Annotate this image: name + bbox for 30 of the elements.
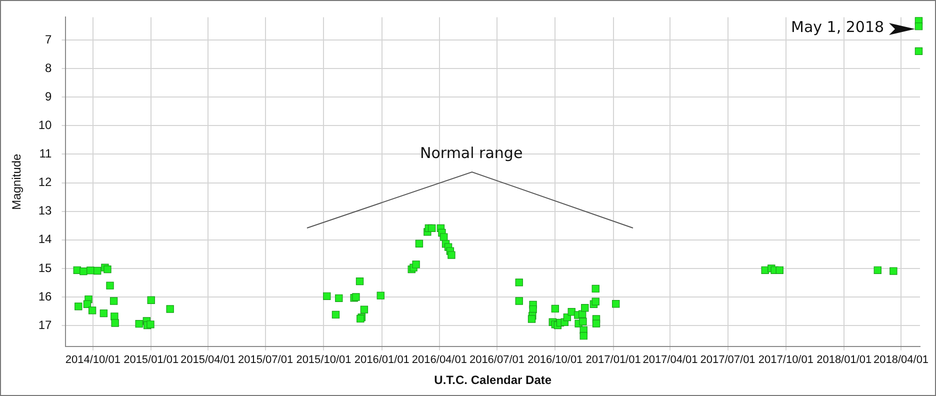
x-tick-label: 2014/10/01: [65, 354, 120, 366]
x-tick-label: 2017/07/01: [700, 354, 756, 366]
annotation: May 1, 2018: [791, 18, 884, 36]
x-tick-label: 2017/04/01: [642, 354, 698, 366]
x-tick-label: 2016/07/01: [469, 354, 525, 366]
y-tick-label: 13: [38, 204, 52, 218]
x-tick-label: 2018/01/01: [816, 354, 872, 366]
y-tick-label: 8: [45, 60, 52, 75]
x-tick-label: 2015/01/01: [124, 354, 179, 366]
x-tick-label: 2016/01/01: [354, 354, 410, 366]
y-tick-label: 17: [38, 318, 52, 332]
y-tick-label: 16: [38, 289, 52, 304]
y-tick-label: 14: [38, 232, 52, 246]
y-tick-label: 9: [45, 89, 52, 104]
x-tick-label: 2017/10/01: [758, 354, 814, 366]
x-tick-label: 2015/04/01: [180, 354, 236, 366]
x-tick-label: 2015/07/01: [238, 354, 294, 366]
y-axis-title: Magnitude: [10, 153, 24, 210]
y-tick-label: 7: [45, 32, 52, 46]
x-tick-label: 2016/04/01: [412, 354, 467, 366]
x-tick-label: 2015/10/01: [296, 354, 352, 366]
x-tick-label: 2016/10/01: [528, 354, 583, 366]
x-tick-label: 2017/01/01: [586, 354, 641, 366]
x-axis-title: U.T.C. Calendar Date: [434, 373, 552, 388]
x-tick-label: 2018/04/01: [874, 354, 929, 366]
y-tick-label: 15: [38, 260, 52, 275]
annotation: Normal range: [420, 144, 523, 162]
y-tick-label: 10: [38, 118, 52, 132]
y-tick-label: 12: [38, 175, 52, 190]
y-tick-label: 11: [39, 146, 52, 161]
